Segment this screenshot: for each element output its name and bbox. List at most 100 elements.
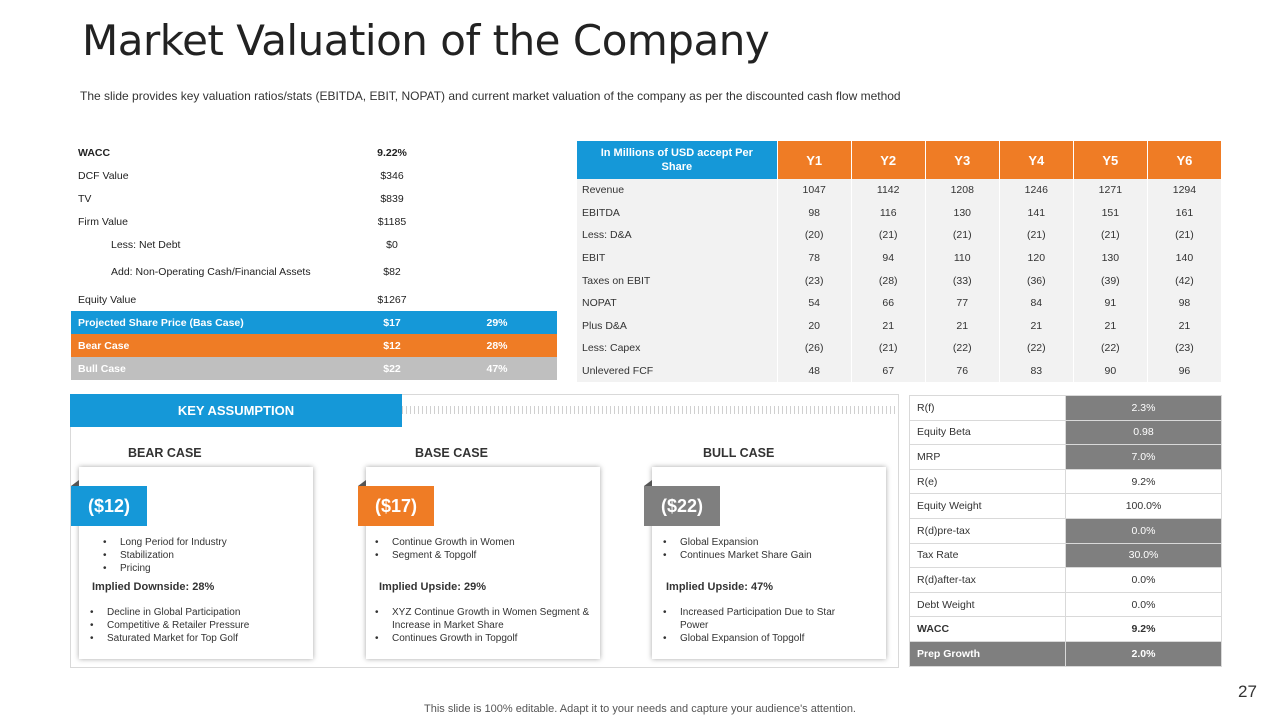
list-item: Global Expansion of Topgolf bbox=[663, 632, 863, 645]
list-item: Decline in Global Participation bbox=[90, 606, 300, 619]
valuation-label: Bear Case bbox=[71, 334, 347, 357]
table-row: Unlevered FCF 48 67 76 83 90 96 bbox=[577, 359, 1223, 383]
ratio-table: R(f) 2.3% Equity Beta 0.98 MRP 7.0% R(e) 9.2% Eq… bbox=[909, 395, 1222, 667]
ratio-label: Equity Beta bbox=[909, 419, 1066, 446]
projection-cell: 98 bbox=[777, 201, 852, 225]
ratio-value: 2.3% bbox=[1065, 395, 1222, 421]
projection-cell: 84 bbox=[999, 291, 1074, 315]
projection-cell: 98 bbox=[1147, 291, 1223, 315]
valuation-pct: 28% bbox=[437, 334, 557, 357]
projection-cell: (33) bbox=[925, 269, 1000, 292]
year-header: Y3 bbox=[925, 141, 1000, 179]
ratio-label: R(d)after-tax bbox=[909, 567, 1066, 593]
list-item: Pricing bbox=[103, 562, 227, 575]
valuation-pct bbox=[437, 141, 557, 164]
valuation-pct: 47% bbox=[437, 357, 557, 380]
ratio-label: Tax Rate bbox=[909, 542, 1066, 569]
table-row: Debt Weight 0.0% bbox=[909, 591, 1222, 618]
projection-cell: 77 bbox=[925, 291, 1000, 315]
table-row: R(d)pre-tax 0.0% bbox=[909, 517, 1222, 544]
projection-cell: (23) bbox=[777, 269, 852, 292]
valuation-pct bbox=[437, 187, 557, 210]
valuation-table: WACC 9.22% DCF Value $346 TV $839 Firm V… bbox=[71, 141, 557, 380]
ratio-value: 2.0% bbox=[1065, 640, 1222, 667]
bear-case-bottom-bullets: Decline in Global Participation Competit… bbox=[90, 606, 300, 645]
valuation-label: Projected Share Price (Bas Case) bbox=[71, 311, 347, 334]
valuation-value: $12 bbox=[347, 334, 437, 357]
projection-cell: 21 bbox=[999, 314, 1074, 338]
projection-row-label: Less: D&A bbox=[577, 224, 778, 247]
bull-case-label: BULL CASE bbox=[703, 446, 775, 460]
valuation-row-firm-value: Firm Value $1185 bbox=[71, 210, 557, 233]
projection-row-label: Taxes on EBIT bbox=[577, 269, 778, 292]
projection-cell: 1294 bbox=[1147, 179, 1223, 202]
valuation-value: $1185 bbox=[377, 215, 407, 228]
projection-cell: 161 bbox=[1147, 201, 1223, 225]
bull-case-top-bullets: Global Expansion Continues Market Share … bbox=[663, 536, 812, 562]
projection-cell: 151 bbox=[1073, 201, 1148, 225]
list-item: Increased Participation Due to Star Powe… bbox=[663, 606, 863, 632]
valuation-pct: 29% bbox=[437, 311, 557, 334]
hatch-divider bbox=[402, 406, 897, 414]
projection-cell: 130 bbox=[1073, 246, 1148, 270]
list-item: Saturated Market for Top Golf bbox=[90, 632, 300, 645]
projection-header-label: In Millions of USD accept Per Share bbox=[577, 141, 778, 179]
valuation-pct bbox=[437, 256, 557, 288]
valuation-row-non-operating-cash: Add: Non-Operating Cash/Financial Assets… bbox=[71, 256, 557, 288]
base-case-implied: Implied Upside: 29% bbox=[379, 581, 486, 593]
table-row: Less: Capex (26) (21) (22) (22) (22) (23) bbox=[577, 337, 1223, 360]
bear-case-price-tag: ($12) bbox=[71, 480, 147, 526]
list-item: Competitive & Retailer Pressure bbox=[90, 619, 300, 632]
projection-cell: (22) bbox=[1073, 337, 1148, 360]
projection-cell: 110 bbox=[925, 246, 1000, 270]
base-case-card: ($17) Continue Growth in Women Segment &… bbox=[358, 467, 600, 659]
projection-cell: 91 bbox=[1073, 291, 1148, 315]
table-row: R(e) 9.2% bbox=[909, 468, 1222, 495]
projection-cell: 21 bbox=[1147, 314, 1223, 338]
table-row: R(d)after-tax 0.0% bbox=[909, 567, 1222, 593]
table-row: Taxes on EBIT (23) (28) (33) (36) (39) (42) bbox=[577, 269, 1223, 292]
projection-cell: 21 bbox=[925, 314, 1000, 338]
valuation-label: Firm Value bbox=[78, 215, 128, 228]
projection-cell: (23) bbox=[1147, 337, 1223, 360]
ratio-value: 0.0% bbox=[1065, 517, 1222, 544]
projection-cell: (20) bbox=[777, 224, 852, 247]
valuation-row-base-case: Projected Share Price (Bas Case) $17 29% bbox=[71, 311, 557, 334]
list-item: Global Expansion bbox=[663, 536, 812, 549]
base-case-label: BASE CASE bbox=[415, 446, 488, 460]
projection-cell: (28) bbox=[851, 269, 926, 292]
table-row: Less: D&A (20) (21) (21) (21) (21) (21) bbox=[577, 224, 1223, 247]
valuation-label: Add: Non-Operating Cash/Financial Assets bbox=[111, 266, 311, 278]
valuation-row-equity-value: Equity Value $1267 bbox=[71, 288, 557, 311]
table-row: Equity Beta 0.98 bbox=[909, 419, 1222, 446]
valuation-value: $22 bbox=[347, 357, 437, 380]
valuation-row-bear-case: Bear Case $12 28% bbox=[71, 334, 557, 357]
projection-cell: (36) bbox=[999, 269, 1074, 292]
base-case-bottom-bullets: XYZ Continue Growth in Women Segment & I… bbox=[375, 606, 590, 645]
table-row: Plus D&A 20 21 21 21 21 21 bbox=[577, 314, 1223, 338]
projection-cell: 1047 bbox=[777, 179, 852, 202]
ratio-label: WACC bbox=[909, 616, 1066, 642]
ratio-label: R(d)pre-tax bbox=[909, 517, 1066, 544]
ratio-value: 0.0% bbox=[1065, 591, 1222, 618]
footer-note: This slide is 100% editable. Adapt it to… bbox=[424, 703, 856, 715]
projection-cell: 141 bbox=[999, 201, 1074, 225]
slide-title: Market Valuation of the Company bbox=[82, 16, 770, 65]
projection-cell: 76 bbox=[925, 359, 1000, 383]
table-row: EBIT 78 94 110 120 130 140 bbox=[577, 246, 1223, 270]
projection-cell: 90 bbox=[1073, 359, 1148, 383]
ratio-value: 7.0% bbox=[1065, 444, 1222, 470]
valuation-pct bbox=[437, 164, 557, 187]
list-item: Segment & Topgolf bbox=[375, 549, 515, 562]
table-row: Revenue 1047 1142 1208 1246 1271 1294 bbox=[577, 179, 1223, 202]
valuation-row-net-debt: Less: Net Debt $0 bbox=[71, 233, 557, 256]
projection-body: Revenue 1047 1142 1208 1246 1271 1294 EBITDA 98 1… bbox=[577, 179, 1223, 383]
list-item: Continues Market Share Gain bbox=[663, 549, 812, 562]
projection-cell: 96 bbox=[1147, 359, 1223, 383]
ratio-label: R(e) bbox=[909, 468, 1066, 495]
projection-row-label: EBITDA bbox=[577, 201, 778, 225]
projection-cell: (22) bbox=[999, 337, 1074, 360]
projection-cell: 83 bbox=[999, 359, 1074, 383]
bear-case-top-bullets: Long Period for Industry Stabilization P… bbox=[103, 536, 227, 575]
projection-cell: 140 bbox=[1147, 246, 1223, 270]
